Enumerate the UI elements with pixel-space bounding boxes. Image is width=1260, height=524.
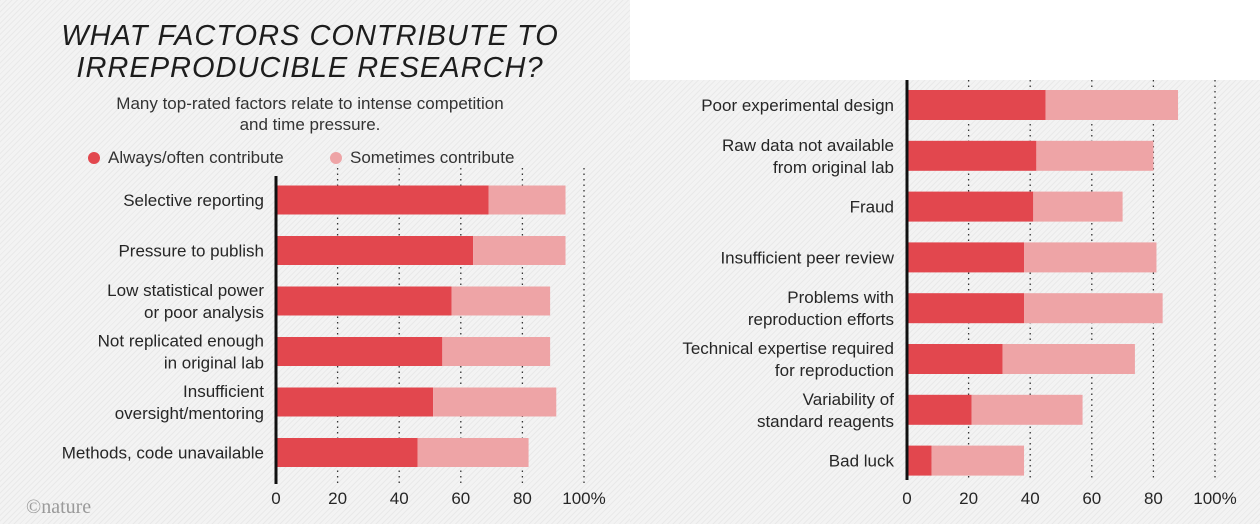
bar-always-5 — [276, 387, 434, 417]
right-bar-chart: Poor experimental design Raw data not ava… — [682, 80, 1237, 508]
chart-title-line-2: IRREPRODUCIBLE RESEARCH? — [76, 52, 544, 84]
bar-always-8 — [907, 445, 932, 476]
category-label-line: standard reagents — [757, 412, 894, 431]
category-label-line: Fraud — [850, 198, 894, 217]
bar-always-5 — [907, 293, 1025, 324]
tick-label-20: 20 — [959, 489, 978, 508]
category-label-4: Insufficient peer review — [720, 248, 894, 267]
bar-always-1 — [276, 185, 489, 215]
category-label-line: reproduction efforts — [748, 310, 894, 329]
tick-label-40: 40 — [390, 489, 409, 508]
chart-title-line-1: WHAT FACTORS CONTRIBUTE TO — [61, 20, 559, 52]
category-label-line: Technical expertise required — [682, 339, 894, 358]
blank-area — [630, 0, 1260, 80]
bar-sometimes-5 — [1024, 293, 1163, 324]
legend-sometimes: Sometimes contribute — [330, 148, 514, 168]
category-label-line: from original lab — [773, 158, 894, 177]
category-label-3: Fraud — [850, 198, 894, 217]
tick-label-0: 0 — [902, 489, 911, 508]
category-label-line: Insufficient — [183, 382, 264, 401]
tick-label-100: 100% — [562, 489, 605, 508]
bar-sometimes-2 — [473, 236, 566, 265]
category-label-line: Methods, code unavailable — [62, 444, 264, 463]
category-label-line: Insufficient peer review — [720, 248, 894, 267]
left-bar-chart: Selective reporting Pressure to publish Lo… — [62, 168, 606, 508]
chart-title: WHAT FACTORS CONTRIBUTE TO IRREPRODUCIBL… — [60, 20, 560, 84]
category-label-line: or poor analysis — [144, 303, 264, 322]
bar-always-3 — [276, 286, 452, 316]
category-label-2: Pressure to publish — [118, 242, 264, 261]
category-label-line: Problems with — [787, 288, 894, 307]
bar-sometimes-4 — [1024, 242, 1157, 273]
bar-sometimes-1 — [1045, 90, 1179, 120]
category-label-2: Raw data not available from original lab — [722, 136, 894, 177]
bar-always-2 — [907, 140, 1037, 171]
tick-label-0: 0 — [271, 489, 280, 508]
bar-sometimes-5 — [433, 387, 557, 417]
category-label-6: Methods, code unavailable — [62, 444, 264, 463]
category-label-line: Bad luck — [829, 452, 895, 471]
category-label-5: Insufficient oversight/mentoring — [115, 382, 265, 423]
category-label-line: oversight/mentoring — [115, 404, 264, 423]
tick-label-80: 80 — [1144, 489, 1163, 508]
chart-subtitle-line-2: and time pressure. — [239, 115, 381, 134]
left-panel: WHAT FACTORS CONTRIBUTE TO IRREPRODUCIBL… — [0, 0, 630, 524]
bar-always-7 — [907, 394, 972, 425]
category-label-8: Bad luck — [829, 452, 895, 471]
bar-sometimes-2 — [1036, 140, 1154, 171]
credit-text-left: nature — [41, 496, 92, 518]
right-panel: Poor experimental design Raw data not ava… — [630, 80, 1260, 524]
category-label-5: Problems with reproduction efforts — [748, 288, 894, 329]
chart-subtitle: Many top-rated factors relate to intense… — [60, 93, 560, 135]
bar-always-4 — [907, 242, 1025, 273]
legend-sometimes-label: Sometimes contribute — [350, 148, 515, 167]
category-label-line: Selective reporting — [123, 191, 264, 210]
category-label-line: Raw data not available — [722, 136, 894, 155]
tick-label-60: 60 — [451, 489, 470, 508]
category-label-1: Selective reporting — [123, 191, 264, 210]
bar-always-6 — [276, 438, 418, 467]
category-label-4: Not replicated enough in original lab — [98, 332, 264, 373]
category-label-line: Poor experimental design — [701, 96, 894, 115]
category-label-3: Low statistical power or poor analysis — [107, 281, 264, 322]
tick-label-60: 60 — [1082, 489, 1101, 508]
tick-label-20: 20 — [328, 489, 347, 508]
tick-label-100: 100% — [1193, 489, 1236, 508]
bar-always-4 — [276, 337, 443, 366]
bar-always-6 — [907, 344, 1003, 374]
category-label-7: Variability of standard reagents — [757, 390, 894, 431]
legend-always-dot-icon — [88, 152, 100, 164]
bar-sometimes-3 — [1033, 191, 1123, 222]
bar-sometimes-6 — [417, 438, 529, 467]
copyright-icon: © — [26, 496, 42, 518]
category-label-line: in original lab — [164, 354, 264, 373]
bar-sometimes-6 — [1002, 344, 1135, 374]
nature-credit-left: ©nature — [26, 496, 91, 519]
bar-sometimes-4 — [442, 337, 551, 366]
category-label-line: for reproduction — [775, 361, 894, 380]
category-label-line: Not replicated enough — [98, 332, 264, 351]
legend-sometimes-dot-icon — [330, 152, 342, 164]
tick-label-40: 40 — [1021, 489, 1040, 508]
tick-label-80: 80 — [513, 489, 532, 508]
category-label-line: Variability of — [803, 390, 895, 409]
bar-sometimes-8 — [931, 445, 1025, 476]
bar-sometimes-1 — [488, 185, 566, 215]
category-label-line: Low statistical power — [107, 281, 264, 300]
bar-always-2 — [276, 236, 474, 265]
chart-subtitle-line-1: Many top-rated factors relate to intense… — [116, 94, 504, 113]
bar-sometimes-7 — [971, 394, 1083, 425]
category-label-6: Technical expertise required for reproduc… — [682, 339, 894, 380]
legend-always: Always/often contribute — [88, 148, 284, 168]
bar-sometimes-3 — [451, 286, 551, 316]
bar-always-3 — [907, 191, 1034, 222]
category-label-line: Pressure to publish — [118, 242, 264, 261]
category-label-1: Poor experimental design — [701, 96, 894, 115]
bar-always-1 — [907, 90, 1046, 120]
legend-always-label: Always/often contribute — [108, 148, 284, 167]
